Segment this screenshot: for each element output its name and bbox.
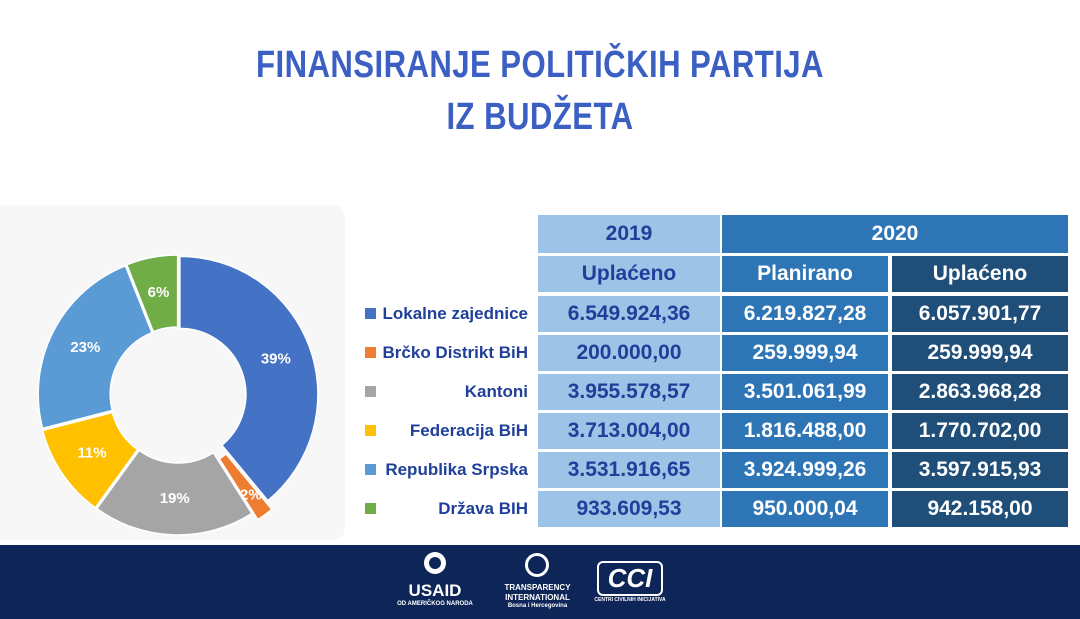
pie-slice xyxy=(179,255,319,502)
table-cell: 950.000,04 xyxy=(722,491,888,527)
table-cell: 6.219.827,28 xyxy=(722,296,888,332)
table-cell: 2.863.968,28 xyxy=(892,374,1068,410)
ti-logo: TRANSPARENCY xyxy=(504,583,571,592)
cci-logo: CCI xyxy=(597,561,663,596)
seal-icon xyxy=(424,552,446,574)
footer: USAID OD AMERIČKOG NARODA TRANSPARENCY I… xyxy=(0,545,1080,619)
slice-label: 2% xyxy=(240,486,262,503)
row-label: Lokalne zajednice xyxy=(382,304,529,323)
row-label: Kantoni xyxy=(464,382,528,401)
legend-swatch xyxy=(365,425,376,436)
slice-label: 11% xyxy=(77,444,106,461)
table-cell: 3.531.916,65 xyxy=(538,452,720,488)
donut-chart: 39% 2% 19% 11% 23% 6% xyxy=(37,254,319,536)
table-cell: 3.924.999,26 xyxy=(722,452,888,488)
pie-slice xyxy=(125,254,179,333)
title: IZ BUDŽETA xyxy=(446,96,634,138)
slice-label: 39% xyxy=(261,351,291,368)
row-label: Država BIH xyxy=(438,499,528,518)
legend-swatch xyxy=(365,464,376,475)
ti-logo: INTERNATIONAL xyxy=(505,593,570,602)
row-label: Brčko Distrikt BiH xyxy=(382,343,528,362)
header-year: 2019 xyxy=(538,215,720,253)
pie-slice xyxy=(95,449,253,536)
ti-logo: Bosna i Hercegovina xyxy=(507,603,568,609)
table-cell: 942.158,00 xyxy=(892,491,1068,527)
table-cell: 1.770.702,00 xyxy=(892,413,1068,449)
header-sub: Uplaćeno xyxy=(892,256,1068,292)
title: FINANSIRANJE POLITIČKIH PARTIJA xyxy=(256,44,824,86)
table-cell: 3.955.578,57 xyxy=(538,374,720,410)
table-cell: 3.597.915,93 xyxy=(892,452,1068,488)
slice-label: 6% xyxy=(148,284,170,301)
header-sub: Uplaćeno xyxy=(538,256,720,292)
ti-icon xyxy=(525,553,549,577)
slice-label: 23% xyxy=(70,339,100,356)
pie-slice xyxy=(218,452,273,521)
legend-swatch xyxy=(365,347,376,358)
table-cell: 3.713.004,00 xyxy=(538,413,720,449)
row-label: Republika Srpska xyxy=(385,460,528,479)
table-cell: 1.816.488,00 xyxy=(722,413,888,449)
table-cell: 933.609,53 xyxy=(538,491,720,527)
table-cell: 3.501.061,99 xyxy=(722,374,888,410)
legend-swatch xyxy=(365,386,376,397)
table-cell: 6.549.924,36 xyxy=(538,296,720,332)
header-year: 2020 xyxy=(722,215,1068,253)
table-cell: 259.999,94 xyxy=(722,335,888,371)
legend-swatch xyxy=(365,308,376,319)
table-cell: 6.057.901,77 xyxy=(892,296,1068,332)
usaid-seal xyxy=(400,551,470,575)
row-label: Federacija BiH xyxy=(409,421,528,440)
pie-slice xyxy=(37,264,153,430)
slice-label: 19% xyxy=(160,490,190,507)
table-cell: 200.000,00 xyxy=(538,335,720,371)
usaid-logo: USAID xyxy=(408,581,462,600)
table-cell: 259.999,94 xyxy=(892,335,1068,371)
legend-swatch xyxy=(365,503,376,514)
pie-slice xyxy=(41,411,139,509)
usaid-sub: OD AMERIČKOG NARODA xyxy=(397,601,473,607)
cci-sub: CENTRI CIVILNIH INICIJATIVA xyxy=(594,597,666,603)
header-sub: Planirano xyxy=(722,256,888,292)
